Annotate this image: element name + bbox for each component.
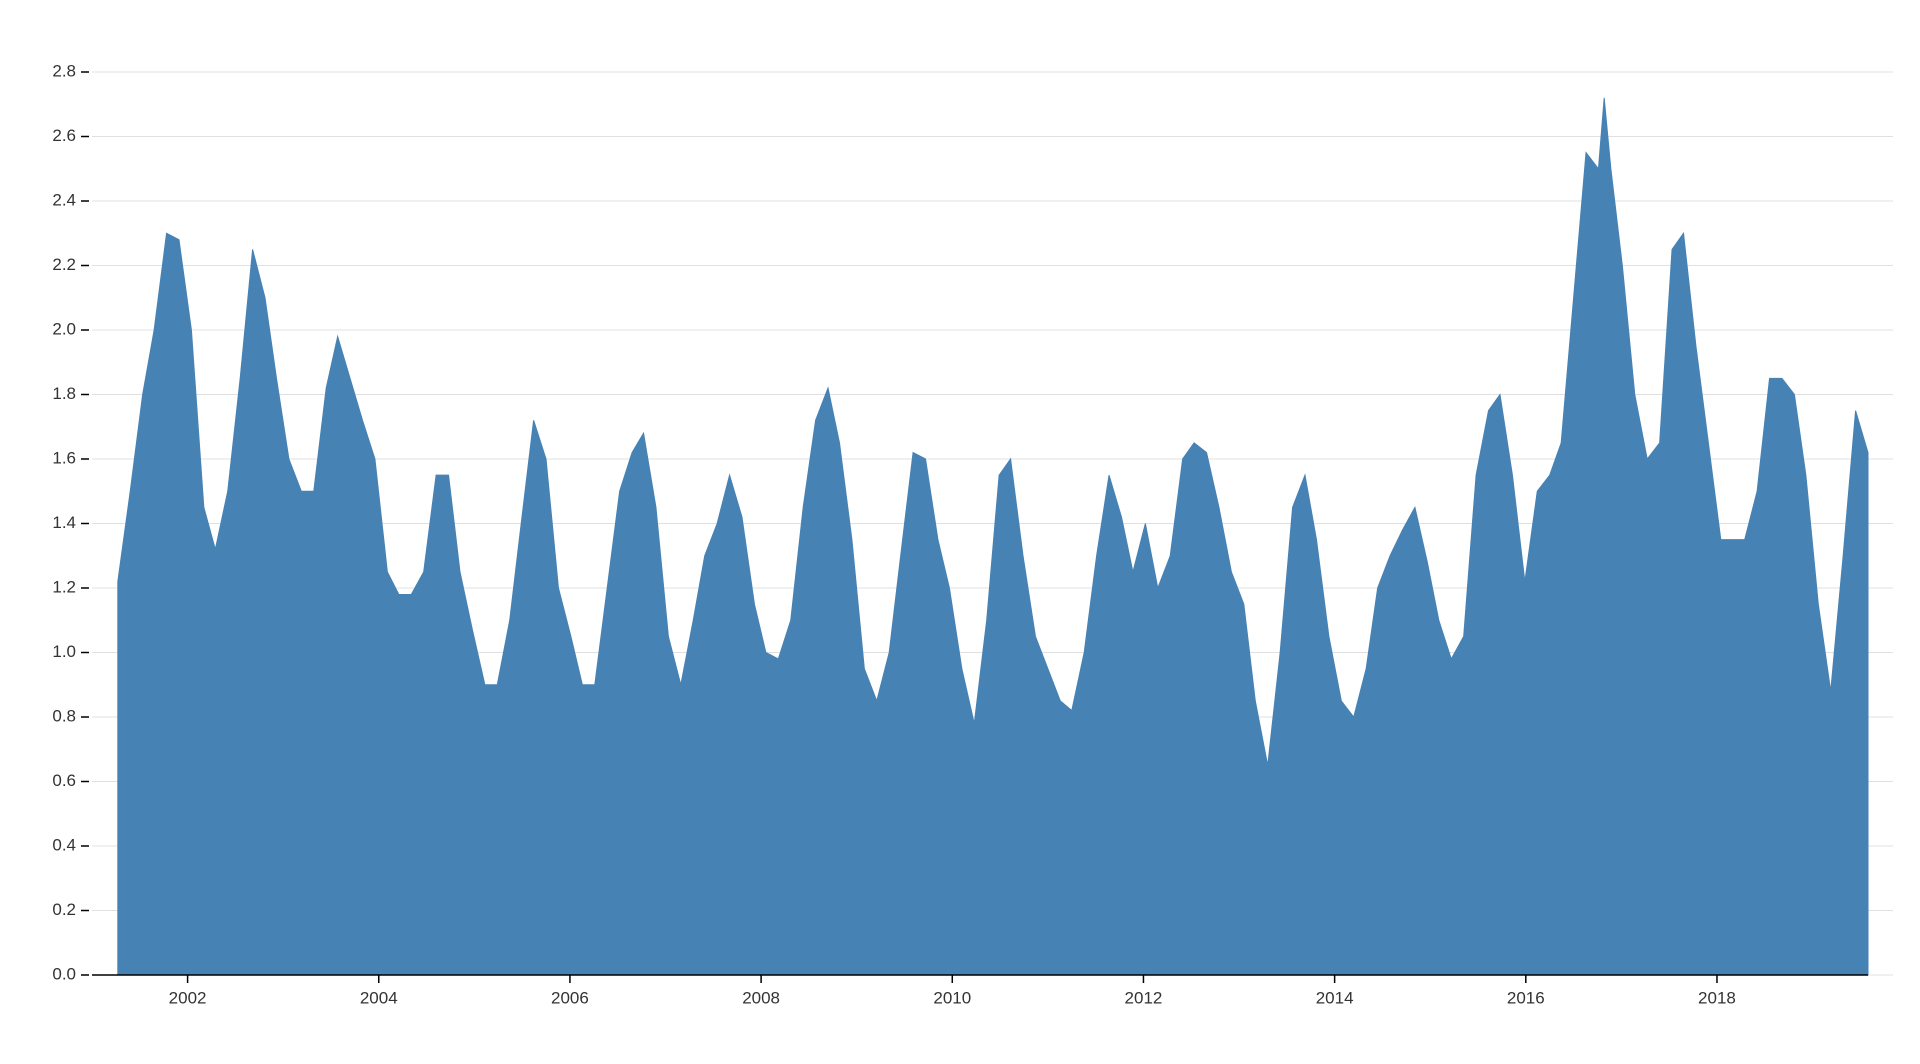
x-tick-label: 2006: [551, 988, 589, 1007]
x-tick-label: 2002: [169, 988, 207, 1007]
y-tick-label: 2.6: [52, 126, 76, 145]
x-tick-label: 2012: [1125, 988, 1163, 1007]
y-tick-label: 2.0: [52, 319, 76, 338]
x-tick-label: 2018: [1698, 988, 1736, 1007]
x-tick-label: 2010: [933, 988, 971, 1007]
y-tick-label: 2.4: [52, 190, 76, 209]
area: [117, 97, 1869, 976]
x-tick-label: 2016: [1507, 988, 1545, 1007]
y-tick-label: 1.8: [52, 384, 76, 403]
y-tick-label: 0.0: [52, 964, 76, 983]
y-tick-label: 1.4: [52, 513, 76, 532]
x-tick-label: 2014: [1316, 988, 1354, 1007]
y-tick-label: 1.0: [52, 642, 76, 661]
y-tick-label: 0.4: [52, 835, 76, 854]
x-tick-label: 2008: [742, 988, 780, 1007]
x-tick-label: 2004: [360, 988, 398, 1007]
y-tick-label: 2.2: [52, 255, 76, 274]
y-tick-label: 0.6: [52, 771, 76, 790]
y-tick-label: 1.2: [52, 577, 76, 596]
y-tick-label: 1.6: [52, 448, 76, 467]
y-tick-label: 2.8: [52, 61, 76, 80]
y-tick-label: 0.8: [52, 706, 76, 725]
y-tick-label: 0.2: [52, 900, 76, 919]
